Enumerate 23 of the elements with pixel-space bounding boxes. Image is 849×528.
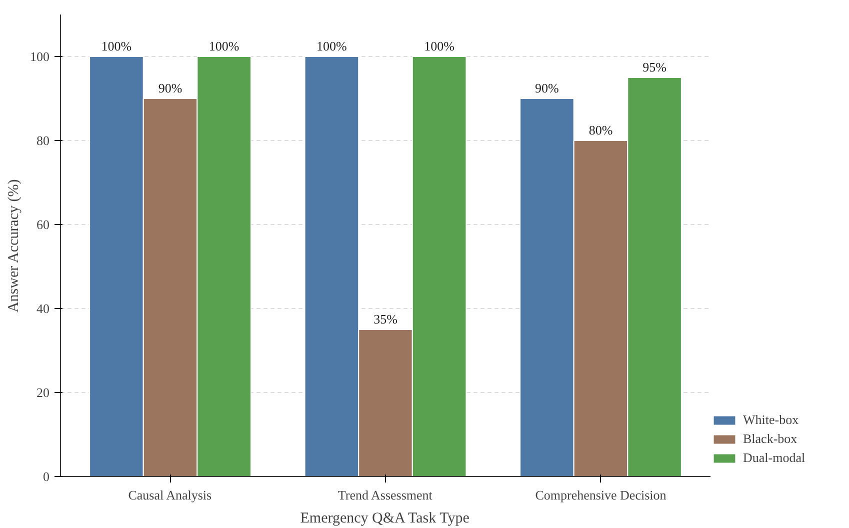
y-tick-label: 0 bbox=[43, 469, 50, 484]
legend-label: Dual-modal bbox=[743, 450, 806, 466]
data-label: 35% bbox=[374, 312, 398, 326]
data-label: 95% bbox=[642, 60, 667, 74]
y-tick-label: 80 bbox=[36, 133, 50, 148]
data-label: 80% bbox=[588, 122, 613, 138]
data-label: 90% bbox=[158, 80, 182, 96]
data-label: 100% bbox=[101, 38, 132, 54]
y-tick-label: 60 bbox=[36, 217, 50, 232]
y-axis-title: Answer Accuracy (%) bbox=[6, 179, 22, 313]
y-tick-label: 100 bbox=[30, 49, 50, 64]
x-tick-label: Trend Assessment bbox=[338, 488, 433, 502]
data-label: 90% bbox=[535, 80, 560, 96]
data-label: 100% bbox=[208, 38, 240, 54]
data-label: 100% bbox=[316, 38, 348, 54]
legend-label: White-box bbox=[743, 412, 799, 428]
y-tick-label: 40 bbox=[36, 301, 50, 316]
legend-label: Black-box bbox=[743, 431, 798, 447]
x-tick-label: Causal Analysis bbox=[128, 488, 212, 502]
x-axis-title: Emergency Q&A Task Type bbox=[300, 510, 470, 526]
data-label: 100% bbox=[424, 38, 455, 54]
x-tick-label: Comprehensive Decision bbox=[535, 488, 667, 502]
y-tick-label: 20 bbox=[36, 385, 50, 400]
